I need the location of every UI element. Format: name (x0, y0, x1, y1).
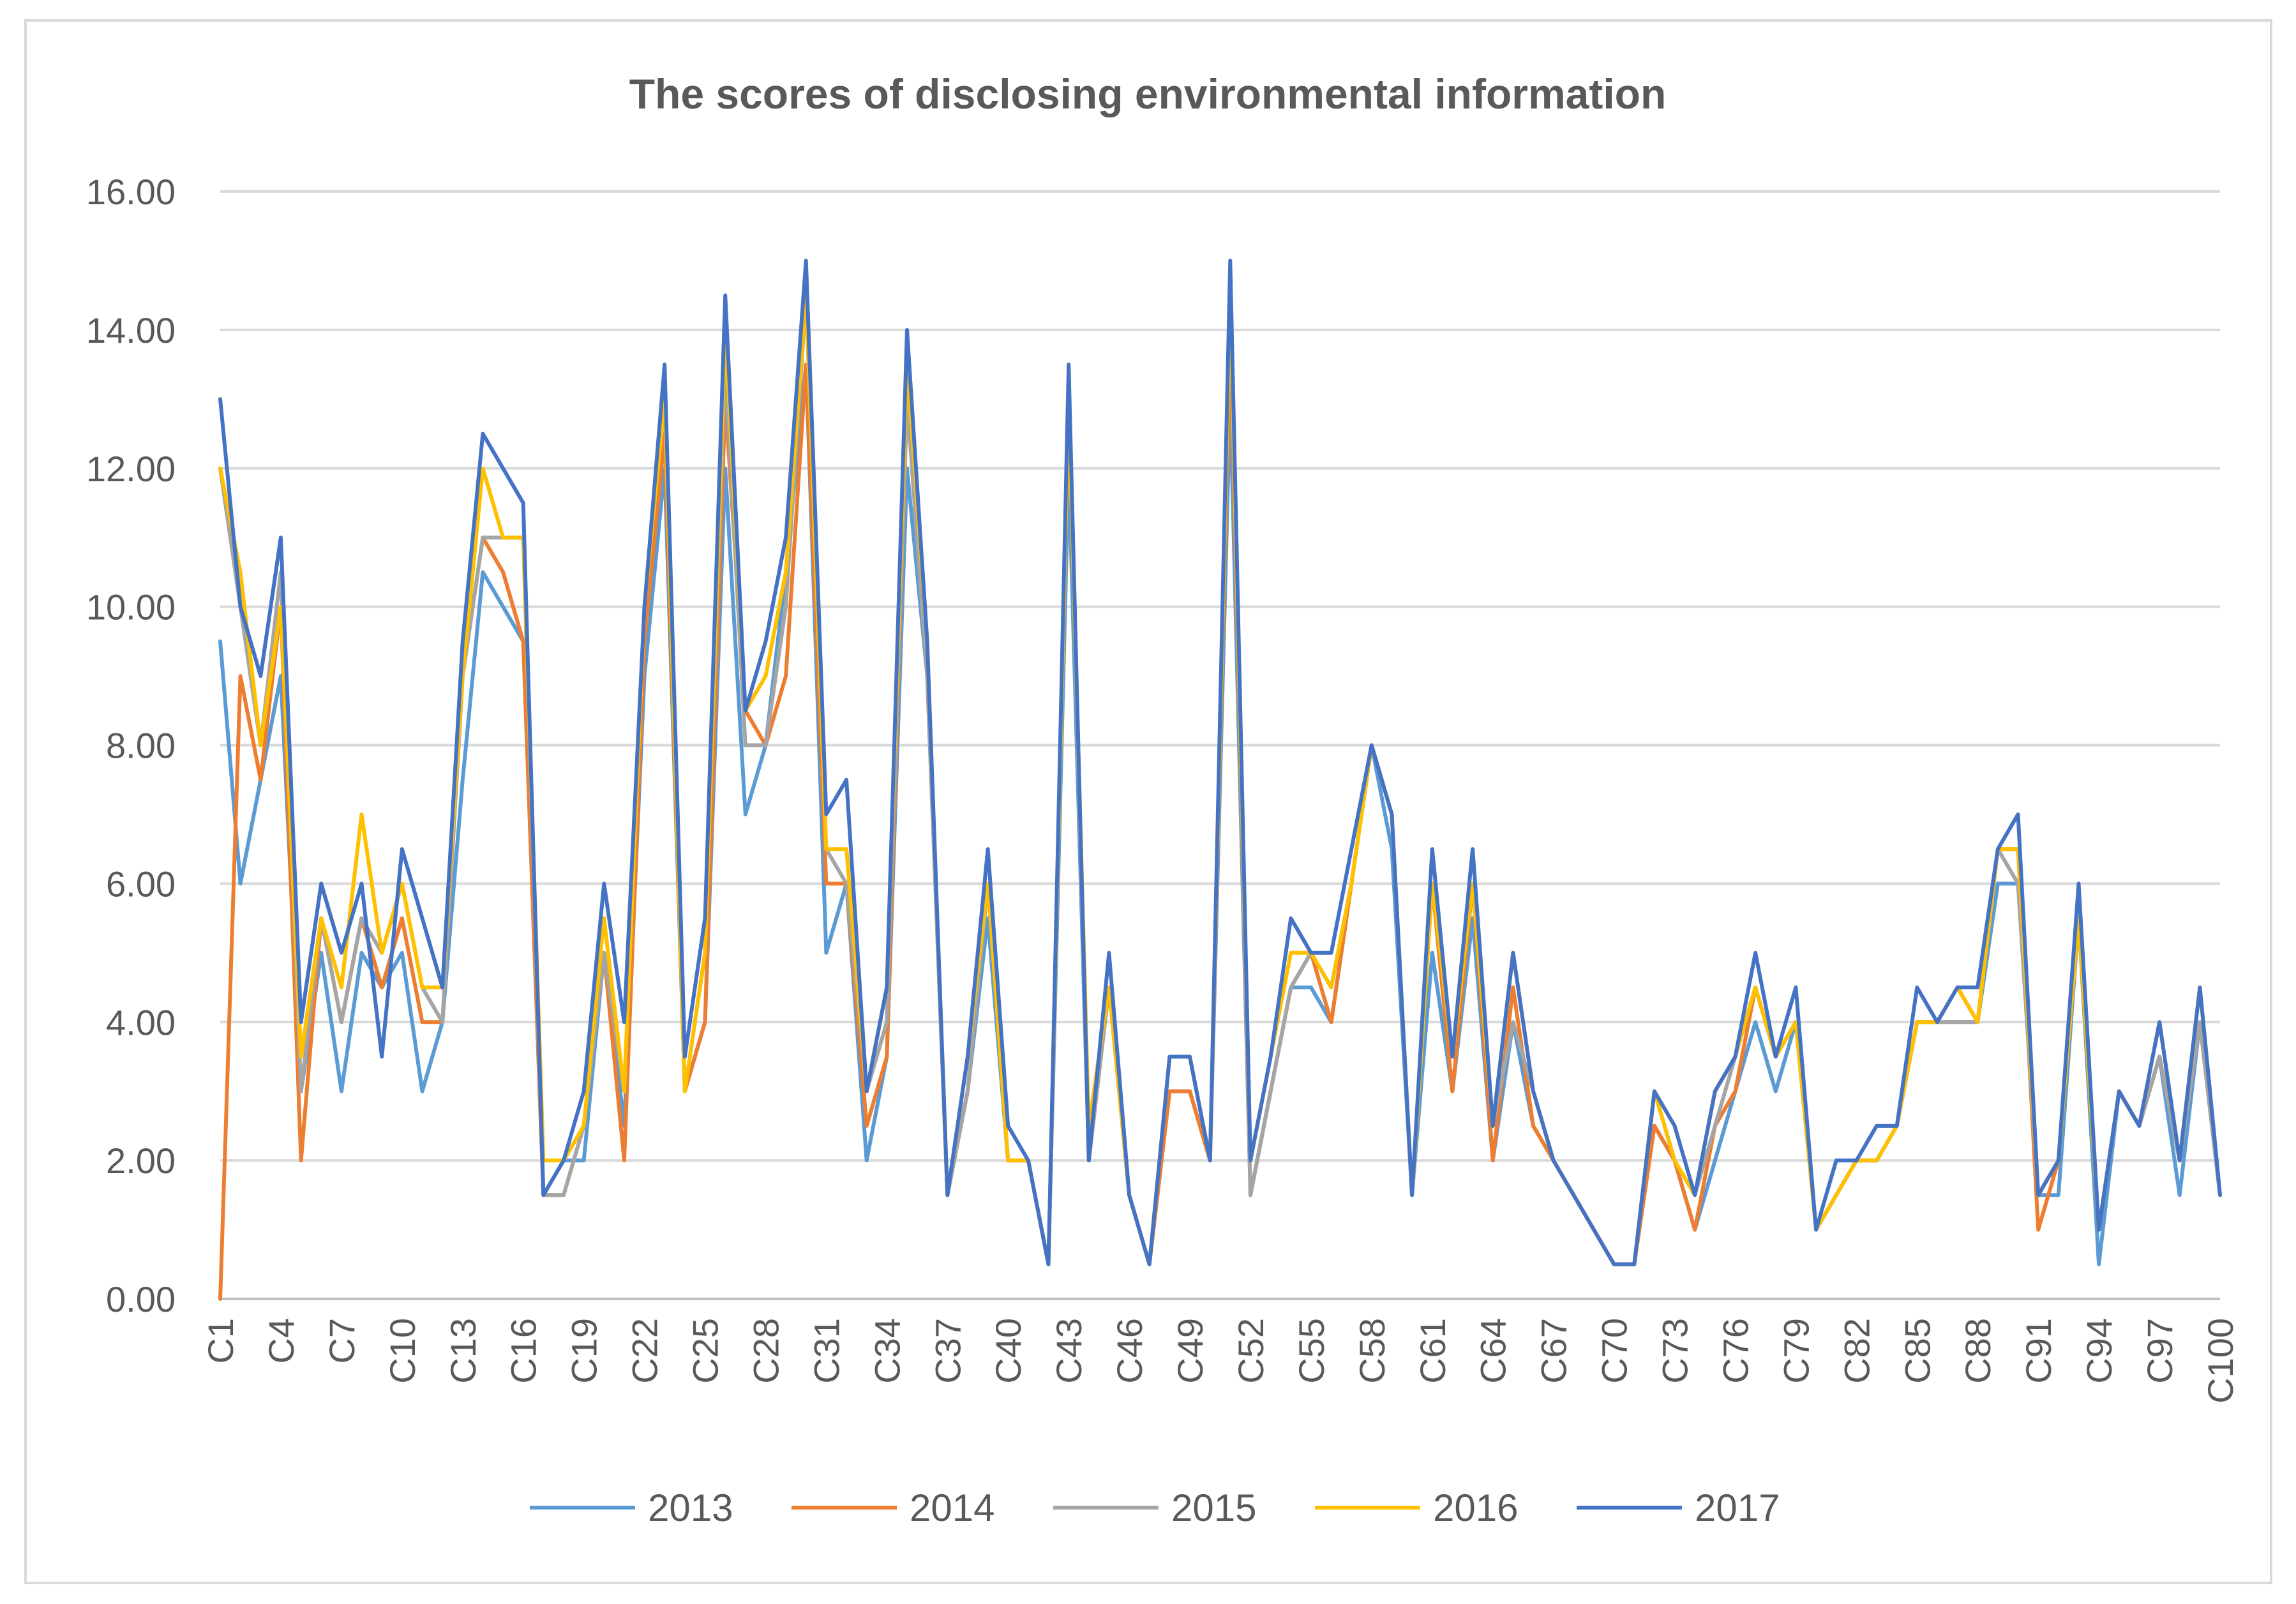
chart-title: The scores of disclosing environmental i… (629, 70, 1667, 117)
x-tick-label: C52 (1231, 1318, 1271, 1384)
x-tick-label: C85 (1897, 1318, 1937, 1384)
x-tick-label: C1 (200, 1318, 241, 1364)
x-tick-label: C64 (1473, 1318, 1513, 1384)
y-tick-label: 0.00 (106, 1279, 176, 1319)
x-tick-label: C100 (2200, 1318, 2240, 1404)
x-tick-label: C28 (746, 1318, 786, 1384)
chart-frame (24, 19, 2272, 1584)
y-axis-ticks: 0.00 2.00 4.00 6.00 8.00 10.00 12.00 14.00 16.00 (86, 172, 176, 1319)
legend-label-2014: 2014 (910, 1487, 994, 1529)
y-tick-label: 14.00 (86, 310, 176, 350)
x-tick-label: C58 (1352, 1318, 1392, 1384)
series-lines (218, 259, 2222, 1301)
y-tick-label: 6.00 (106, 864, 176, 904)
legend: 2013 2014 2015 2016 2017 (530, 1487, 1780, 1529)
x-tick-label: C97 (2140, 1318, 2180, 1384)
x-tick-label: C7 (322, 1318, 362, 1364)
x-tick-label: C79 (1776, 1318, 1816, 1384)
legend-label-2015: 2015 (1171, 1487, 1256, 1529)
x-tick-label: C82 (1836, 1318, 1877, 1384)
x-tick-label: C49 (1170, 1318, 1210, 1384)
x-tick-label: C88 (1958, 1318, 1998, 1384)
x-tick-label: C40 (988, 1318, 1028, 1384)
x-tick-label: C94 (2079, 1318, 2119, 1384)
x-tick-label: C25 (686, 1318, 726, 1384)
y-tick-label: 12.00 (86, 449, 176, 489)
x-tick-label: C55 (1291, 1318, 1332, 1384)
x-tick-label: C43 (1049, 1318, 1089, 1384)
x-tick-label: C16 (504, 1318, 544, 1384)
legend-label-2016: 2016 (1433, 1487, 1518, 1529)
x-tick-label: C61 (1413, 1318, 1453, 1384)
x-axis-ticks: C1 C4 C7 C10 C13 C16 C19 C22 C25 C28 C31 C34 C37 C40 C… (200, 1318, 2240, 1404)
x-tick-label: C22 (625, 1318, 665, 1384)
x-tick-label: C31 (806, 1318, 846, 1384)
x-tick-label: C4 (261, 1318, 301, 1364)
y-tick-label: 2.00 (106, 1141, 176, 1181)
series-line-2017 (218, 259, 2222, 1266)
legend-label-2017: 2017 (1695, 1487, 1780, 1529)
x-tick-label: C70 (1594, 1318, 1635, 1384)
x-tick-label: C46 (1109, 1318, 1150, 1384)
legend-label-2013: 2013 (648, 1487, 733, 1529)
x-tick-label: C37 (927, 1318, 968, 1384)
x-tick-label: C76 (1715, 1318, 1755, 1384)
y-tick-label: 4.00 (106, 1002, 176, 1042)
x-tick-label: C10 (382, 1318, 423, 1384)
x-tick-label: C73 (1655, 1318, 1695, 1384)
x-tick-label: C19 (564, 1318, 604, 1384)
y-tick-label: 16.00 (86, 172, 176, 212)
series-line-2014 (218, 327, 2222, 1301)
x-tick-label: C13 (443, 1318, 483, 1384)
x-tick-label: C67 (1534, 1318, 1574, 1384)
y-tick-label: 8.00 (106, 726, 176, 766)
x-tick-label: C34 (867, 1318, 907, 1384)
y-tick-label: 10.00 (86, 587, 176, 627)
x-tick-label: C91 (2018, 1318, 2059, 1384)
